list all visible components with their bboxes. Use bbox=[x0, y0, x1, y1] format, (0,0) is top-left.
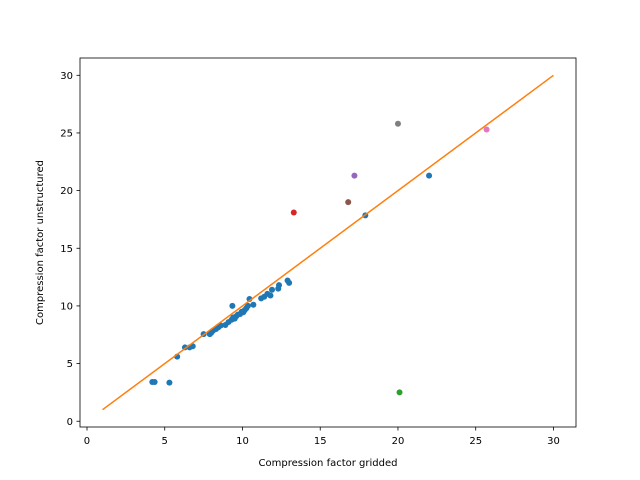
x-tick-label-30: 30 bbox=[547, 436, 560, 447]
axes-frame bbox=[79, 57, 577, 428]
y-axis-ticks: 0 5 10 15 20 25 30 bbox=[60, 71, 80, 428]
y-tick-label-30: 30 bbox=[60, 71, 73, 82]
x-tick-label-5: 5 bbox=[162, 436, 168, 447]
data-point-s4-0 bbox=[394, 120, 401, 127]
data-point-s0-29 bbox=[250, 301, 257, 308]
y-tick-label-25: 25 bbox=[60, 129, 73, 140]
data-point-s0-36 bbox=[276, 282, 283, 289]
y-tick-label-20: 20 bbox=[60, 186, 73, 197]
x-tick-label-20: 20 bbox=[392, 436, 405, 447]
y-tick-label-10: 10 bbox=[60, 302, 73, 313]
reference-line bbox=[102, 74, 554, 411]
series-layer bbox=[102, 74, 554, 411]
x-axis-ticks: 0 5 10 15 20 25 30 bbox=[84, 427, 560, 447]
y-tick-label-0: 0 bbox=[67, 417, 73, 428]
data-point-s0-17 bbox=[229, 302, 236, 309]
data-point-s6-0 bbox=[396, 389, 403, 396]
data-point-s0-2 bbox=[166, 379, 173, 386]
x-tick-label-25: 25 bbox=[469, 436, 482, 447]
data-point-s3-0 bbox=[345, 199, 352, 206]
data-point-s0-33 bbox=[267, 292, 274, 299]
data-point-s0-1 bbox=[151, 379, 158, 386]
data-point-s0-38 bbox=[286, 279, 293, 286]
data-point-s1-0 bbox=[290, 209, 297, 216]
data-point-s0-40 bbox=[426, 172, 433, 179]
y-axis-label: Compression factor unstructured bbox=[35, 160, 46, 325]
data-point-s0-34 bbox=[269, 286, 276, 293]
data-point-s2-0 bbox=[351, 172, 358, 179]
x-tick-label-10: 10 bbox=[236, 436, 249, 447]
data-point-s0-27 bbox=[244, 302, 251, 309]
plot-area bbox=[102, 74, 554, 411]
x-axis-label: Compression factor gridded bbox=[259, 458, 398, 469]
y-tick-label-15: 15 bbox=[60, 244, 73, 255]
y-tick-label-5: 5 bbox=[67, 359, 73, 370]
data-point-s5-0 bbox=[483, 126, 490, 133]
x-tick-label-0: 0 bbox=[84, 436, 90, 447]
x-tick-label-15: 15 bbox=[314, 436, 327, 447]
